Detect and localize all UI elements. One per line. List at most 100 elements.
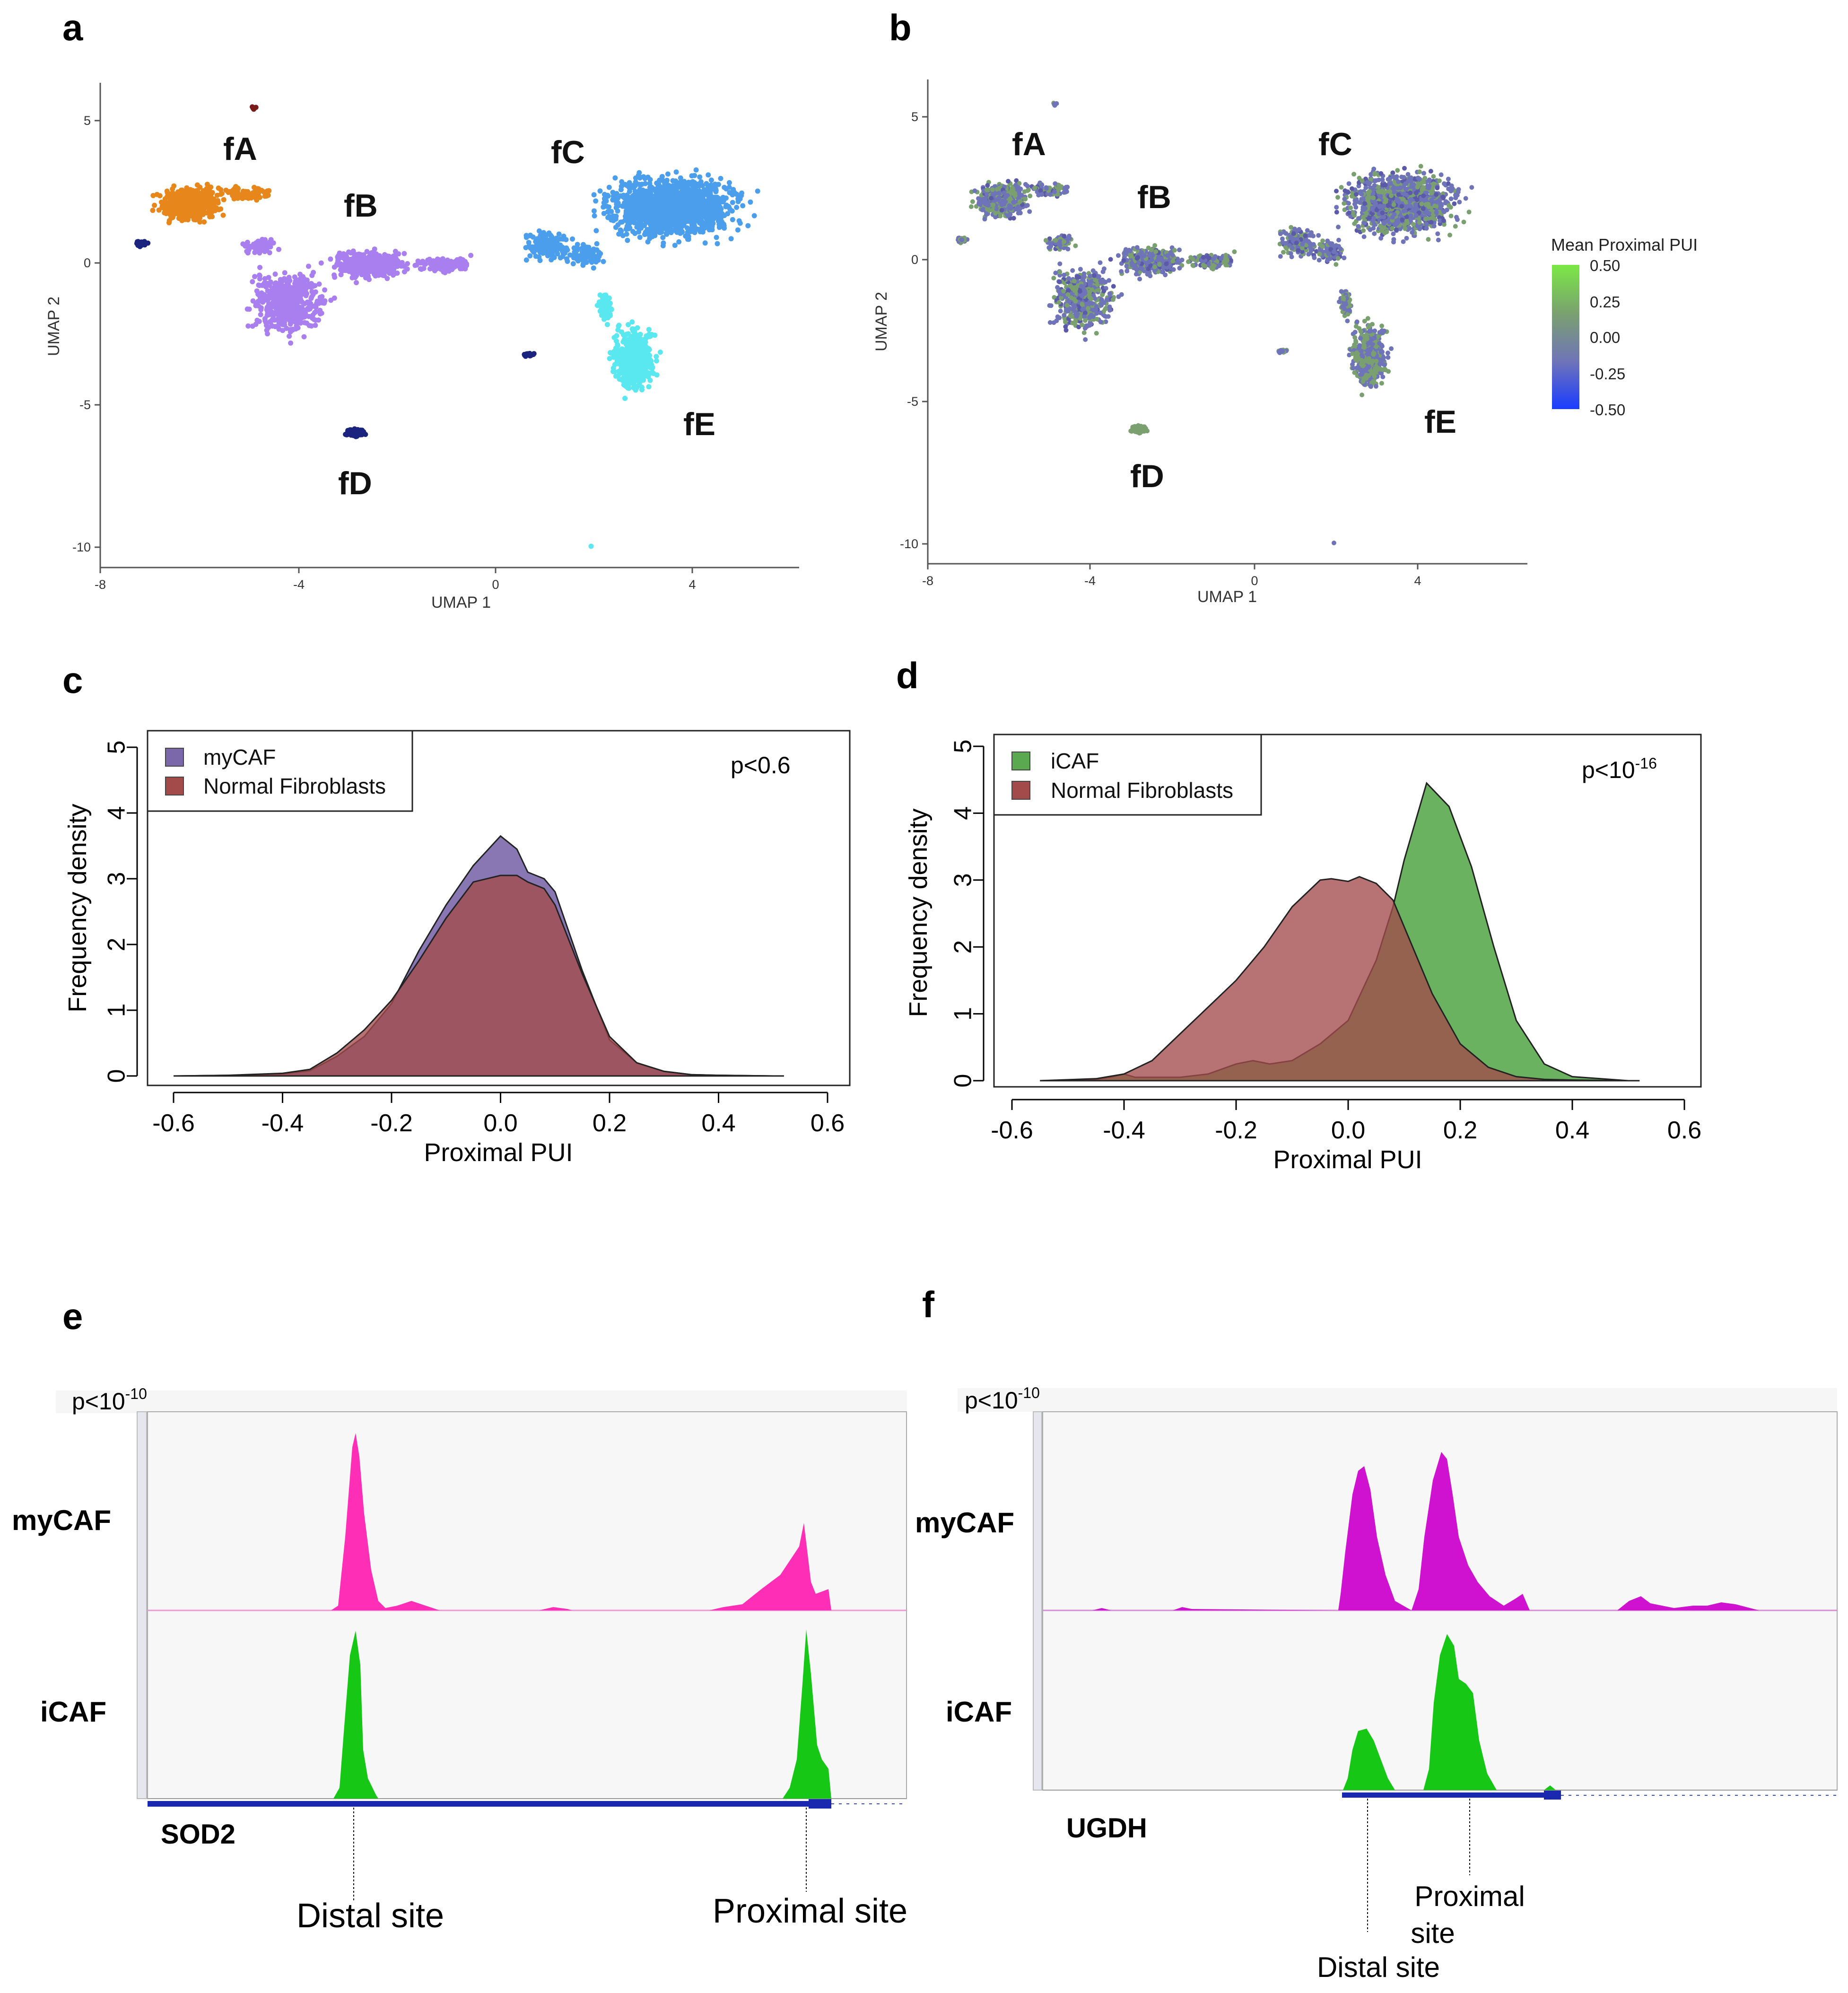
umap-point <box>681 207 687 213</box>
umap-point <box>383 268 388 273</box>
umap-point <box>671 221 676 226</box>
umap-point <box>1039 183 1045 187</box>
umap-point <box>625 237 630 243</box>
umap-point <box>656 192 662 198</box>
umap-point <box>396 251 401 257</box>
umap-point <box>294 324 300 330</box>
umap-point <box>609 209 614 214</box>
umap-point <box>183 194 189 200</box>
umap-point <box>337 250 342 256</box>
umap-point <box>739 190 744 196</box>
umap-point <box>306 323 312 328</box>
umap-point <box>1086 306 1091 311</box>
umap-a-ytick: 0 <box>84 256 91 270</box>
umap-point <box>614 201 619 207</box>
umap-point <box>262 276 268 281</box>
umap-point <box>673 169 679 175</box>
umap-point <box>622 182 628 187</box>
umap-point <box>309 272 315 278</box>
umap-point <box>262 237 268 243</box>
umap-point <box>183 199 189 204</box>
umap-point <box>300 281 305 287</box>
umap-point <box>316 317 321 323</box>
umap-point <box>635 209 640 214</box>
umap-point <box>276 302 282 307</box>
umap-point <box>285 310 290 316</box>
umap-point <box>331 295 337 301</box>
umap-point <box>1013 183 1018 188</box>
umap-point <box>541 230 547 236</box>
umap-point <box>640 371 645 376</box>
umap-point <box>982 217 987 222</box>
umap-point <box>661 206 666 211</box>
umap-point <box>591 192 597 198</box>
umap-point <box>302 320 307 325</box>
umap-point <box>645 370 651 376</box>
umap-point <box>538 249 544 254</box>
umap-point <box>179 214 185 220</box>
umap-b-xtick: 0 <box>1251 574 1258 588</box>
umap-point <box>565 259 570 264</box>
umap-point <box>245 323 251 329</box>
umap-point <box>618 227 623 233</box>
umap-point <box>350 271 356 276</box>
umap-point <box>431 258 436 264</box>
umap-point <box>1103 306 1108 312</box>
umap-point <box>622 195 628 201</box>
umap-point <box>401 269 407 275</box>
umap-point <box>366 256 371 262</box>
umap-a-axes: -8 -4 0 4 5 0 -5 -10 UMAP 1 UMAP 2 <box>45 83 799 612</box>
umap-point <box>281 292 287 297</box>
umap-point <box>682 187 688 192</box>
umap-point <box>452 259 457 265</box>
umap-point <box>1066 276 1072 281</box>
umap-point <box>266 240 272 245</box>
umap-point <box>1072 304 1077 309</box>
umap-point <box>976 201 982 206</box>
umap-point <box>359 256 365 262</box>
umap-point <box>623 382 629 388</box>
umap-point <box>256 319 262 324</box>
umap-point <box>363 432 368 437</box>
umap-point <box>664 200 670 206</box>
umap-point <box>666 221 671 227</box>
umap-point <box>530 244 535 250</box>
umap-point <box>275 307 280 313</box>
umap-point <box>268 279 273 285</box>
umap-a-ytick: 5 <box>84 114 91 128</box>
umap-point <box>298 311 304 316</box>
umap-point <box>295 300 301 306</box>
umap-point <box>607 214 612 219</box>
umap-point <box>984 187 989 192</box>
umap-point <box>526 240 532 245</box>
umap-point <box>280 278 286 284</box>
umap-point <box>646 384 652 390</box>
umap-point <box>296 290 301 296</box>
umap-point <box>527 253 533 259</box>
umap-b-xtick: -4 <box>1084 574 1096 588</box>
umap-point <box>706 201 712 207</box>
panel-label-b: b <box>889 7 912 48</box>
umap-point <box>680 194 686 199</box>
umap-b-ytick: -10 <box>900 537 918 551</box>
umap-point <box>335 254 340 260</box>
umap-point <box>1048 192 1053 197</box>
umap-point <box>692 230 697 236</box>
umap-point <box>648 358 654 364</box>
umap-point <box>735 227 741 233</box>
umap-point <box>342 252 348 257</box>
umap-point <box>190 193 195 199</box>
umap-point <box>648 207 654 212</box>
umap-point <box>227 189 233 194</box>
umap-point <box>175 206 181 211</box>
umap-point <box>645 227 650 232</box>
umap-point <box>1068 283 1073 288</box>
umap-point <box>1094 331 1099 336</box>
cluster-label-fE: fE <box>683 406 715 442</box>
umap-point <box>610 354 616 360</box>
umap-point <box>712 195 717 201</box>
umap-point <box>301 334 307 340</box>
umap-point <box>204 186 209 192</box>
umap-point <box>399 263 404 269</box>
umap-point <box>312 283 318 288</box>
